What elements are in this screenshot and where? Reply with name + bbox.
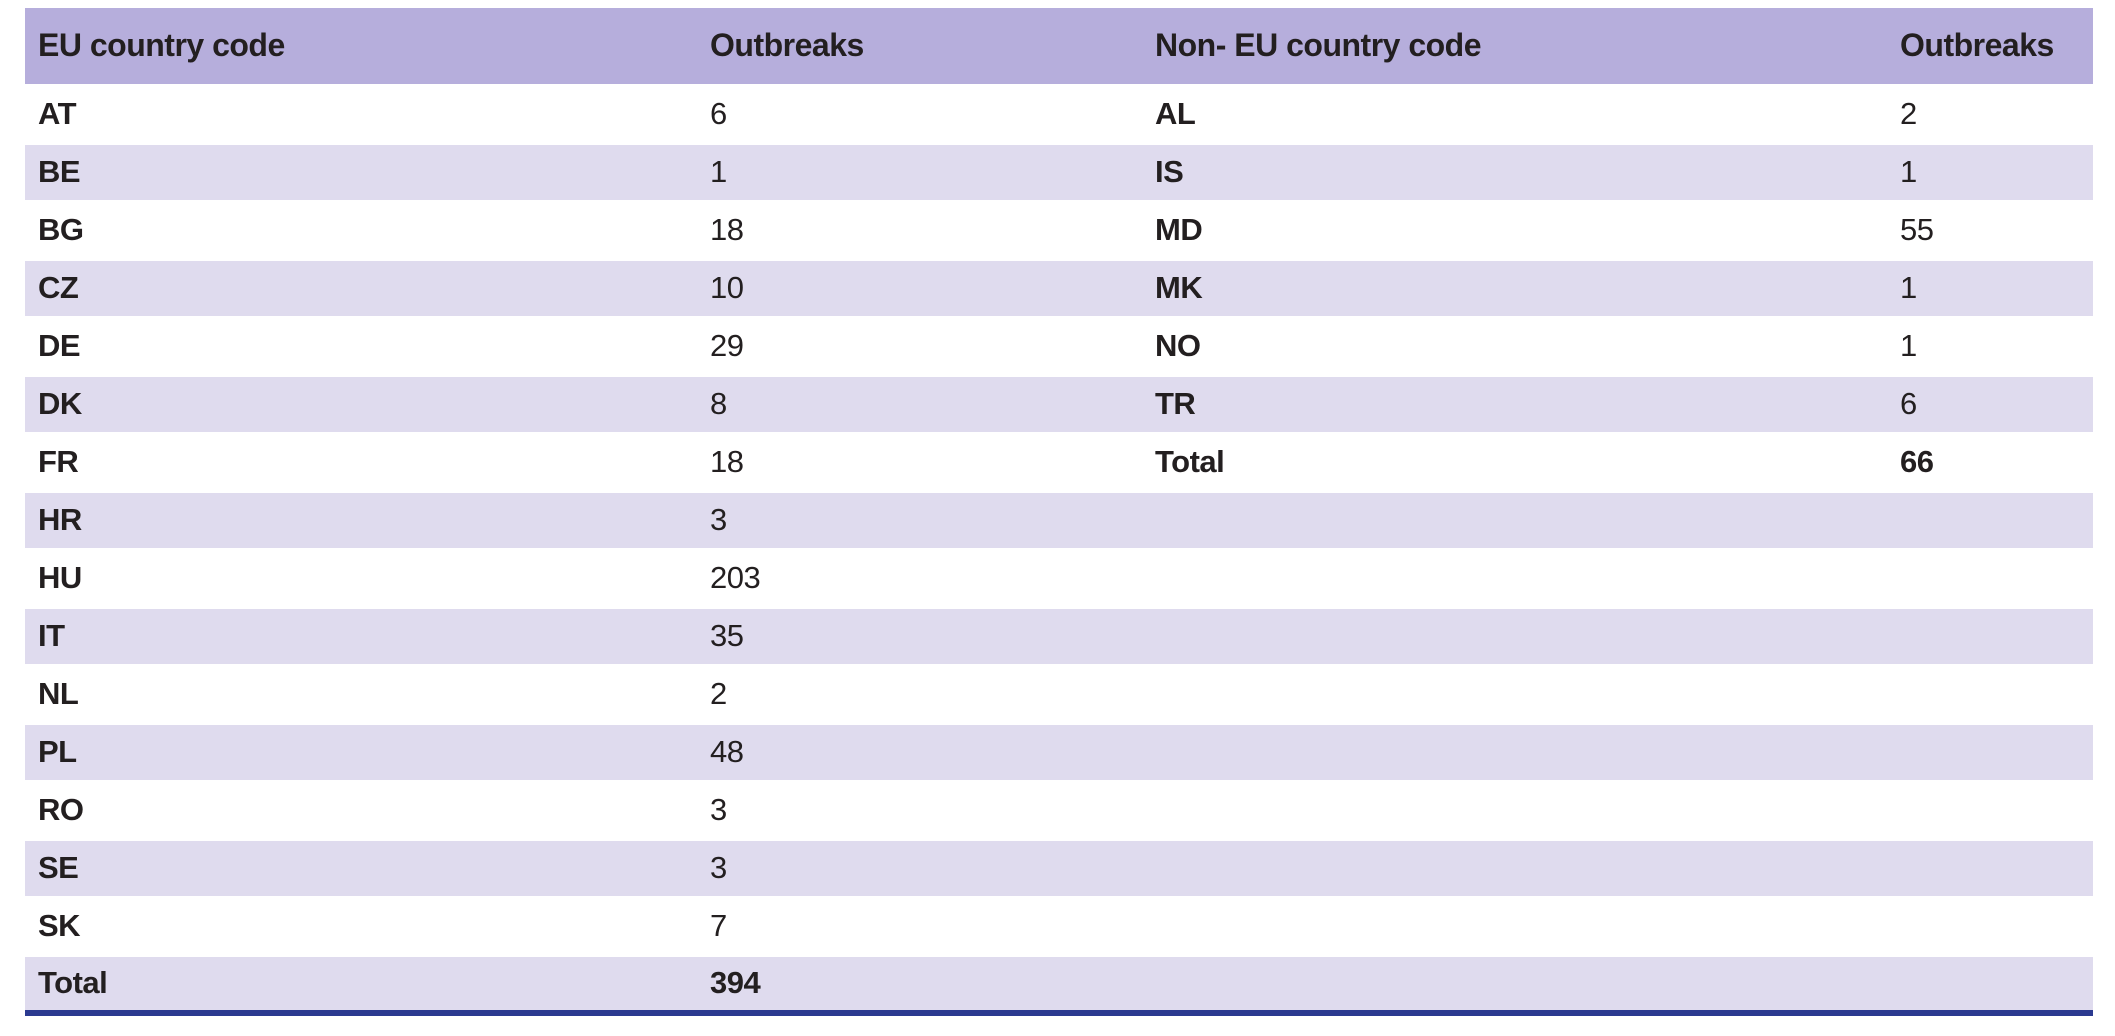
table-row: BG 18 MD 55 bbox=[25, 199, 2093, 259]
col-header-eu-country-code: EU country code bbox=[25, 8, 697, 85]
eu-outbreaks-cell: 6 bbox=[697, 83, 1142, 143]
noneu-code-cell: AL bbox=[1142, 83, 1887, 143]
eu-outbreaks-cell: 7 bbox=[697, 895, 1142, 955]
eu-outbreaks-cell: 29 bbox=[697, 315, 1142, 375]
eu-code-cell: DK bbox=[25, 373, 697, 433]
eu-code-cell: BG bbox=[25, 199, 697, 259]
noneu-outbreaks-cell: 1 bbox=[1887, 141, 2093, 201]
eu-outbreaks-cell: 2 bbox=[697, 663, 1142, 723]
noneu-outbreaks-cell bbox=[1887, 489, 2093, 549]
eu-code-cell: Total bbox=[25, 953, 697, 1013]
eu-outbreaks-cell: 203 bbox=[697, 547, 1142, 607]
noneu-outbreaks-cell bbox=[1887, 779, 2093, 839]
table-row: SE 3 bbox=[25, 837, 2093, 897]
table-row: HR 3 bbox=[25, 489, 2093, 549]
eu-code-cell: SK bbox=[25, 895, 697, 955]
noneu-outbreaks-cell: 1 bbox=[1887, 257, 2093, 317]
noneu-code-cell bbox=[1142, 663, 1887, 723]
eu-code-cell: FR bbox=[25, 431, 697, 491]
table-row: CZ 10 MK 1 bbox=[25, 257, 2093, 317]
table-row: FR 18 Total 66 bbox=[25, 431, 2093, 491]
noneu-outbreaks-cell bbox=[1887, 721, 2093, 781]
eu-code-cell: AT bbox=[25, 83, 697, 143]
noneu-code-cell: IS bbox=[1142, 141, 1887, 201]
noneu-outbreaks-cell: 55 bbox=[1887, 199, 2093, 259]
noneu-outbreaks-cell: 66 bbox=[1887, 431, 2093, 491]
noneu-code-cell: MK bbox=[1142, 257, 1887, 317]
eu-code-cell: NL bbox=[25, 663, 697, 723]
eu-outbreaks-cell: 3 bbox=[697, 489, 1142, 549]
eu-code-cell: IT bbox=[25, 605, 697, 665]
table-row: DE 29 NO 1 bbox=[25, 315, 2093, 375]
table-row: NL 2 bbox=[25, 663, 2093, 723]
eu-code-cell: HR bbox=[25, 489, 697, 549]
col-header-noneu-outbreaks: Outbreaks bbox=[1887, 8, 2093, 85]
noneu-outbreaks-cell bbox=[1887, 837, 2093, 897]
noneu-code-cell bbox=[1142, 489, 1887, 549]
eu-code-cell: BE bbox=[25, 141, 697, 201]
noneu-outbreaks-cell bbox=[1887, 605, 2093, 665]
table-row: SK 7 bbox=[25, 895, 2093, 955]
table-row: HU 203 bbox=[25, 547, 2093, 607]
outbreaks-table: EU country code Outbreaks Non- EU countr… bbox=[25, 8, 2093, 1016]
eu-code-cell: DE bbox=[25, 315, 697, 375]
noneu-outbreaks-cell: 2 bbox=[1887, 83, 2093, 143]
noneu-code-cell bbox=[1142, 605, 1887, 665]
table-row: IT 35 bbox=[25, 605, 2093, 665]
eu-code-cell: PL bbox=[25, 721, 697, 781]
eu-outbreaks-cell: 3 bbox=[697, 779, 1142, 839]
header-row: EU country code Outbreaks Non- EU countr… bbox=[25, 8, 2093, 85]
eu-code-cell: RO bbox=[25, 779, 697, 839]
eu-outbreaks-cell: 10 bbox=[697, 257, 1142, 317]
table-row: RO 3 bbox=[25, 779, 2093, 839]
outbreaks-table-wrap: EU country code Outbreaks Non- EU countr… bbox=[25, 8, 2093, 1016]
noneu-code-cell bbox=[1142, 953, 1887, 1013]
table-row: PL 48 bbox=[25, 721, 2093, 781]
eu-outbreaks-cell: 35 bbox=[697, 605, 1142, 665]
noneu-outbreaks-cell: 1 bbox=[1887, 315, 2093, 375]
noneu-outbreaks-cell bbox=[1887, 953, 2093, 1013]
noneu-code-cell: Total bbox=[1142, 431, 1887, 491]
eu-code-cell: SE bbox=[25, 837, 697, 897]
noneu-outbreaks-cell bbox=[1887, 663, 2093, 723]
noneu-code-cell: MD bbox=[1142, 199, 1887, 259]
table-row: Total 394 bbox=[25, 953, 2093, 1013]
col-header-eu-outbreaks: Outbreaks bbox=[697, 8, 1142, 85]
eu-outbreaks-cell: 3 bbox=[697, 837, 1142, 897]
noneu-code-cell bbox=[1142, 837, 1887, 897]
noneu-code-cell bbox=[1142, 895, 1887, 955]
table-row: BE 1 IS 1 bbox=[25, 141, 2093, 201]
noneu-code-cell: TR bbox=[1142, 373, 1887, 433]
table-row: DK 8 TR 6 bbox=[25, 373, 2093, 433]
noneu-outbreaks-cell: 6 bbox=[1887, 373, 2093, 433]
noneu-code-cell bbox=[1142, 721, 1887, 781]
eu-outbreaks-cell: 1 bbox=[697, 141, 1142, 201]
eu-outbreaks-cell: 8 bbox=[697, 373, 1142, 433]
col-header-noneu-country-code: Non- EU country code bbox=[1142, 8, 1887, 85]
eu-outbreaks-cell: 394 bbox=[697, 953, 1142, 1013]
noneu-code-cell: NO bbox=[1142, 315, 1887, 375]
noneu-code-cell bbox=[1142, 779, 1887, 839]
noneu-code-cell bbox=[1142, 547, 1887, 607]
eu-code-cell: HU bbox=[25, 547, 697, 607]
eu-outbreaks-cell: 48 bbox=[697, 721, 1142, 781]
eu-code-cell: CZ bbox=[25, 257, 697, 317]
eu-outbreaks-cell: 18 bbox=[697, 431, 1142, 491]
eu-outbreaks-cell: 18 bbox=[697, 199, 1142, 259]
table-body: AT 6 AL 2 BE 1 IS 1 BG 18 MD 55 CZ 10 MK 1 DE 29 NO 1 DK 8 TR 6… bbox=[25, 83, 2093, 1013]
noneu-outbreaks-cell bbox=[1887, 547, 2093, 607]
noneu-outbreaks-cell bbox=[1887, 895, 2093, 955]
table-row: AT 6 AL 2 bbox=[25, 83, 2093, 143]
